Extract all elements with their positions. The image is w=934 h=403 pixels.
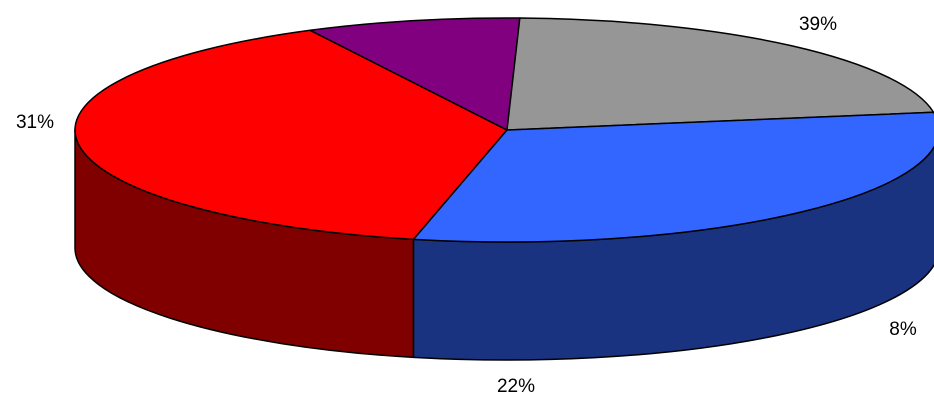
slice-label-8: 8% bbox=[889, 319, 917, 340]
pie-tops bbox=[75, 18, 934, 242]
slice-label-22: 22% bbox=[497, 376, 535, 397]
slice-label-39: 39% bbox=[799, 14, 837, 35]
slice-label-31: 31% bbox=[16, 112, 54, 133]
slice-top-22-pct bbox=[507, 18, 934, 130]
